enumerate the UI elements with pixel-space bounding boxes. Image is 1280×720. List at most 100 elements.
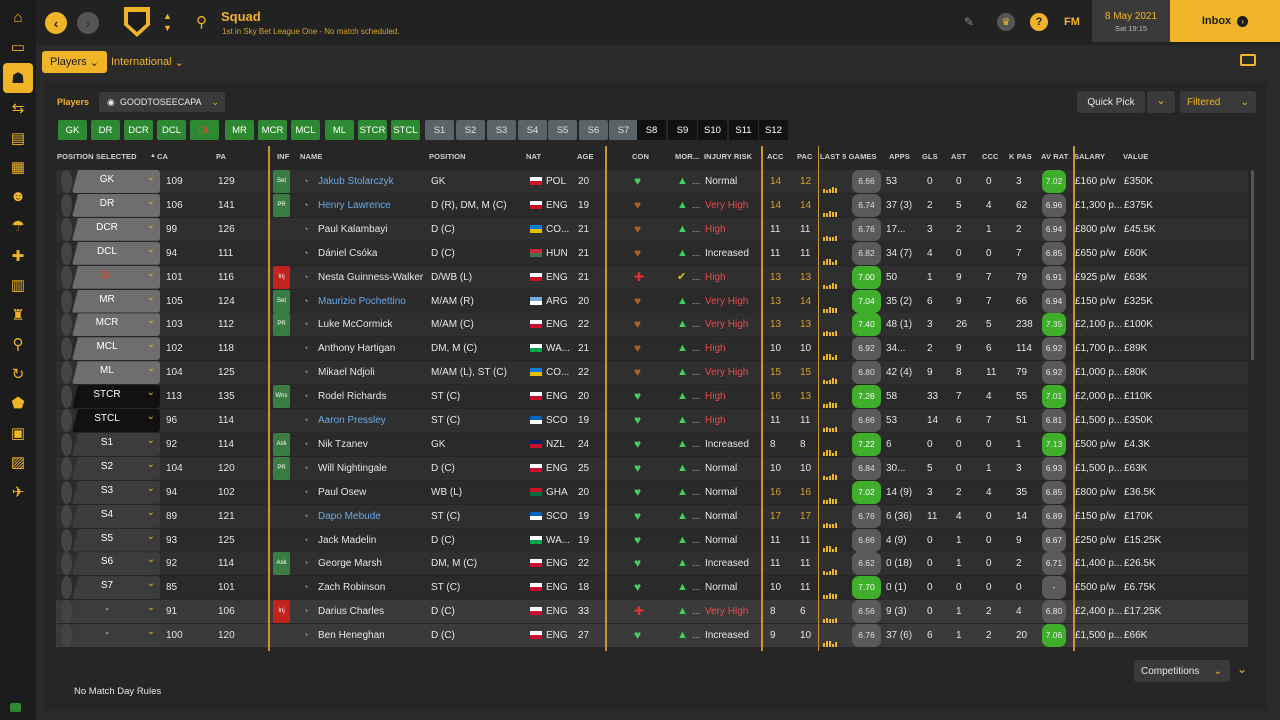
column-header-pa[interactable]: PA — [216, 152, 227, 161]
calendar-icon[interactable]: ▥ — [10, 277, 26, 295]
staff-icon[interactable]: ☻ — [10, 188, 26, 206]
tab-players[interactable]: Players ⌄ — [42, 51, 107, 73]
position-pill-s9[interactable]: S9 — [668, 120, 697, 140]
table-row[interactable]: - ⌄ 91 106 Inj ◔ Darius Charles D (C) ENG 33 ✚ ▲...… — [56, 600, 1248, 624]
select-checkbox[interactable] — [61, 528, 72, 552]
position-pill-s1[interactable]: S1 — [425, 120, 454, 140]
column-header-avrat[interactable]: AV RAT — [1041, 152, 1069, 161]
select-checkbox[interactable] — [61, 313, 72, 337]
select-checkbox[interactable] — [61, 600, 72, 624]
info-tag[interactable]: Set — [273, 289, 290, 313]
position-pill-mr[interactable]: MR — [225, 120, 254, 140]
column-header-con[interactable]: CON — [632, 152, 649, 161]
select-checkbox[interactable] — [61, 289, 72, 313]
scouting-icon[interactable]: ⚲ — [12, 336, 24, 354]
position-pill-s12[interactable]: S12 — [759, 120, 788, 140]
player-name[interactable]: Jack Madelin — [318, 534, 377, 546]
position-select-dropdown[interactable]: - ⌄ — [72, 600, 160, 624]
info-tag[interactable]: Wns — [273, 385, 290, 409]
position-select-dropdown[interactable]: - ⌄ — [72, 624, 160, 648]
position-select-dropdown[interactable]: STCR ⌄ — [72, 385, 160, 409]
trophy-icon[interactable]: ♜ — [11, 306, 25, 324]
info-tag[interactable]: Inj — [273, 600, 290, 624]
player-name[interactable]: Paul Osew — [318, 486, 367, 498]
position-select-dropdown[interactable]: S6 ⌄ — [72, 552, 160, 576]
select-checkbox[interactable] — [61, 576, 72, 600]
position-pill-mcr[interactable]: MCR — [258, 120, 287, 140]
tab-international[interactable]: International ⌄ — [111, 56, 184, 69]
position-pill-s4[interactable]: S4 — [518, 120, 547, 140]
column-header-injury-risk[interactable]: INJURY RISK — [704, 152, 753, 161]
select-checkbox[interactable] — [61, 337, 72, 361]
table-row[interactable]: S7 ⌄ 85 101 ◔ Zach Robinson ST (C) ENG 18 ♥ ▲... No… — [56, 576, 1248, 600]
position-pill-s7[interactable]: S7 — [609, 120, 638, 140]
position-pill-mcl[interactable]: MCL — [291, 120, 320, 140]
select-checkbox[interactable] — [61, 480, 72, 504]
squad-icon[interactable]: ☗ — [3, 63, 33, 93]
table-row[interactable]: S4 ⌄ 89 121 ◔ Dapo Mebude ST (C) SCO 19 ♥ ▲... Norm… — [56, 504, 1248, 528]
position-pill-gk[interactable]: GK — [58, 120, 87, 140]
position-pill-ml[interactable]: ML — [325, 120, 354, 140]
column-header-pac[interactable]: PAC — [797, 152, 813, 161]
player-name[interactable]: Henry Lawrence — [318, 199, 391, 211]
table-row[interactable]: DCR ⌄ 99 126 ◔ Paul Kalambayi D (C) CO... 21 ♥ ▲..… — [56, 217, 1248, 241]
player-name[interactable]: Jakub Stolarczyk — [318, 176, 394, 187]
competitions-button[interactable]: Competitions ⌄ — [1134, 660, 1230, 682]
info-tag[interactable]: PR — [273, 456, 290, 480]
column-header-acc[interactable]: ACC — [767, 152, 784, 161]
player-name[interactable]: Ben Heneghan — [318, 630, 385, 642]
medical-icon[interactable]: ☂ — [11, 218, 25, 236]
clipboard-icon[interactable]: ▦ — [10, 159, 26, 177]
table-row[interactable]: S6 ⌄ 92 114 Ask ◔ George Marsh DM, M (C) ENG 22 ♥ ▲… — [56, 552, 1248, 576]
finance-icon[interactable]: ▣ — [10, 424, 26, 442]
position-select-dropdown[interactable]: S5 ⌄ — [72, 528, 160, 552]
player-name[interactable]: Zach Robinson — [318, 582, 386, 594]
table-row[interactable]: ML ⌄ 104 125 ◔ Mikael Ndjoli M/AM (L), ST (C) C… — [56, 361, 1248, 385]
player-name[interactable]: Paul Kalambayi — [318, 223, 388, 235]
home-icon[interactable]: ⌂ — [13, 9, 23, 27]
edit-icon[interactable]: ✎ — [964, 15, 975, 29]
money-icon[interactable]: ▨ — [10, 454, 26, 472]
refresh-icon[interactable]: ↻ — [11, 365, 25, 383]
transfers-icon[interactable]: ⇆ — [11, 100, 25, 118]
position-select-dropdown[interactable]: GK ⌄ — [72, 170, 160, 193]
column-header-ca[interactable]: CA — [157, 152, 169, 161]
column-header-salary[interactable]: SALARY — [1074, 152, 1106, 161]
column-header-position-selected[interactable]: POSITION SELECTED — [57, 152, 137, 161]
select-checkbox[interactable] — [61, 217, 72, 241]
display-icon[interactable] — [1240, 54, 1256, 66]
position-pill-s11[interactable]: S11 — [729, 120, 758, 140]
table-row[interactable]: DL ⌄ 101 116 Inj ◔ Nesta Guinness-Walker D/WB (… — [56, 265, 1248, 289]
position-select-dropdown[interactable]: S7 ⌄ — [72, 576, 160, 600]
column-header-apps[interactable]: APPS — [889, 152, 910, 161]
info-tag[interactable]: Ask — [273, 432, 290, 456]
help-button[interactable]: ? — [1030, 13, 1048, 31]
table-row[interactable]: STCR ⌄ 113 135 Wns ◔ Rodel Richards ST (C) ENG 20… — [56, 385, 1248, 409]
position-select-dropdown[interactable]: DR ⌄ — [72, 193, 160, 217]
column-header-kpas[interactable]: K PAS — [1009, 152, 1032, 161]
position-pill-s2[interactable]: S2 — [456, 120, 485, 140]
position-select-dropdown[interactable]: S4 ⌄ — [72, 504, 160, 528]
column-header-name[interactable]: NAME — [300, 152, 323, 161]
position-select-dropdown[interactable]: DCR ⌄ — [72, 217, 160, 241]
inbox-button[interactable]: Inbox › — [1170, 0, 1280, 42]
select-checkbox[interactable] — [61, 409, 72, 432]
position-pill-dr[interactable]: DR — [91, 120, 120, 140]
player-name[interactable]: Nik Tzanev — [318, 438, 368, 450]
player-name[interactable]: Dániel Csóka — [318, 247, 378, 259]
inbox-icon[interactable]: ▭ — [10, 39, 26, 57]
select-checkbox[interactable] — [61, 361, 72, 385]
position-pill-s3[interactable]: S3 — [487, 120, 516, 140]
position-select-dropdown[interactable]: STCL ⌄ — [72, 409, 160, 432]
select-checkbox[interactable] — [61, 241, 72, 265]
table-row[interactable]: MCR ⌄ 103 112 PR ◔ Luke McCormick M/AM (C) ENG 22… — [56, 313, 1248, 337]
position-pill-s8[interactable]: S8 — [637, 120, 666, 140]
column-header-mor[interactable]: MOR... — [675, 152, 700, 161]
forward-button[interactable]: › — [77, 12, 99, 34]
position-select-dropdown[interactable]: MCL ⌄ — [72, 337, 160, 361]
fm-menu-button[interactable]: FM — [1064, 16, 1080, 28]
table-scrollbar[interactable] — [1251, 170, 1254, 360]
table-row[interactable]: S3 ⌄ 94 102 ◔ Paul Osew WB (L) GHA 20 ♥ ▲... Normal… — [56, 480, 1248, 504]
player-name[interactable]: Rodel Richards — [318, 391, 387, 403]
player-name[interactable]: Nesta Guinness-Walker — [318, 271, 424, 283]
